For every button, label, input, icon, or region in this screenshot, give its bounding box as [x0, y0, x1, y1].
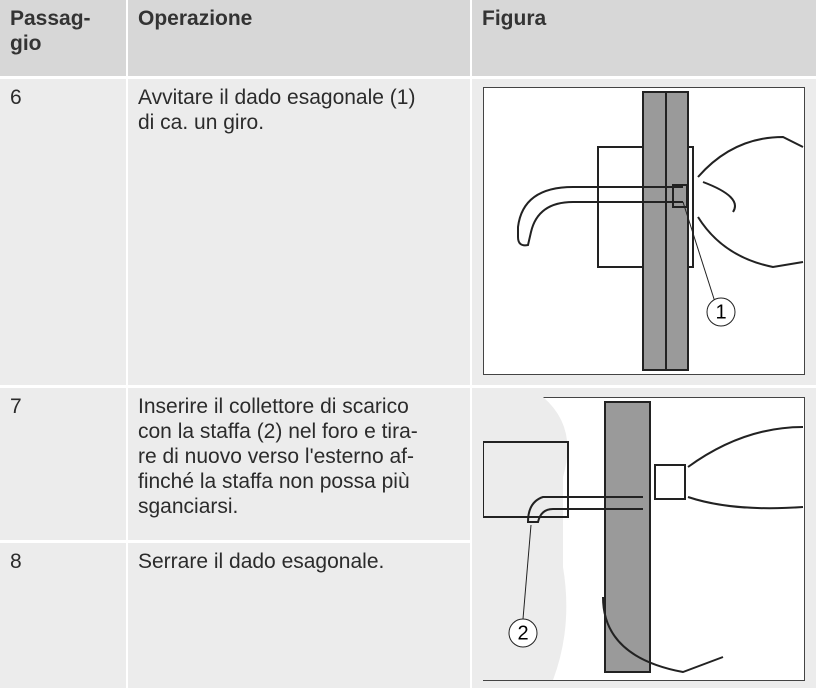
step-cell: 8 [0, 543, 126, 688]
wall [604, 401, 651, 673]
step-cell: 6 [0, 79, 126, 385]
operation-text: re di nuovo verso l'esterno af- [138, 445, 414, 468]
figure-1: 1 [483, 87, 805, 375]
callout: 2 [517, 622, 528, 644]
nut [654, 464, 686, 500]
callout-circle [706, 297, 736, 327]
header-text: gio [10, 32, 42, 55]
callout: 1 [715, 301, 726, 323]
operation-text: Avvitare il dado esagonale (1) [138, 86, 416, 109]
hand [697, 135, 804, 269]
header-cell: Operazione [128, 0, 470, 76]
operation-cell: Avvitare il dado esagonale (1) di ca. un … [128, 79, 470, 385]
header-cell: Figura [472, 0, 816, 76]
shadow [483, 397, 568, 680]
header-text: Passag- [10, 7, 91, 30]
operation-text: Serrare il dado esagonale. [138, 550, 385, 573]
operation-text: di ca. un giro. [138, 111, 265, 134]
hook [526, 496, 643, 523]
figure-2: 2 [483, 397, 805, 681]
step-number: 7 [10, 395, 22, 418]
operation-cell: Serrare il dado esagonale. [128, 543, 470, 688]
operation-text: con la staffa (2) nel foro e tira- [138, 420, 418, 443]
callout-circle [508, 618, 538, 648]
frame [483, 87, 805, 375]
operation-cell: Inserire il collettore di scarico con la … [128, 388, 470, 540]
header-cell: Passag-gio [0, 0, 126, 76]
step-number: 6 [10, 86, 22, 109]
pipe [483, 441, 569, 518]
leader [522, 524, 532, 620]
operation-text: Inserire il collettore di scarico [138, 395, 409, 418]
hook [517, 186, 683, 247]
step-cell: 7 [0, 388, 126, 540]
step-number: 8 [10, 550, 22, 573]
operation-text: finché la staffa non possa più [138, 470, 410, 493]
hand [602, 426, 804, 674]
header-text: Operazione [138, 7, 253, 30]
nut [672, 184, 688, 208]
operation-text: sganciarsi. [138, 495, 239, 518]
header-text: Figura [482, 7, 547, 30]
leader [682, 201, 716, 303]
